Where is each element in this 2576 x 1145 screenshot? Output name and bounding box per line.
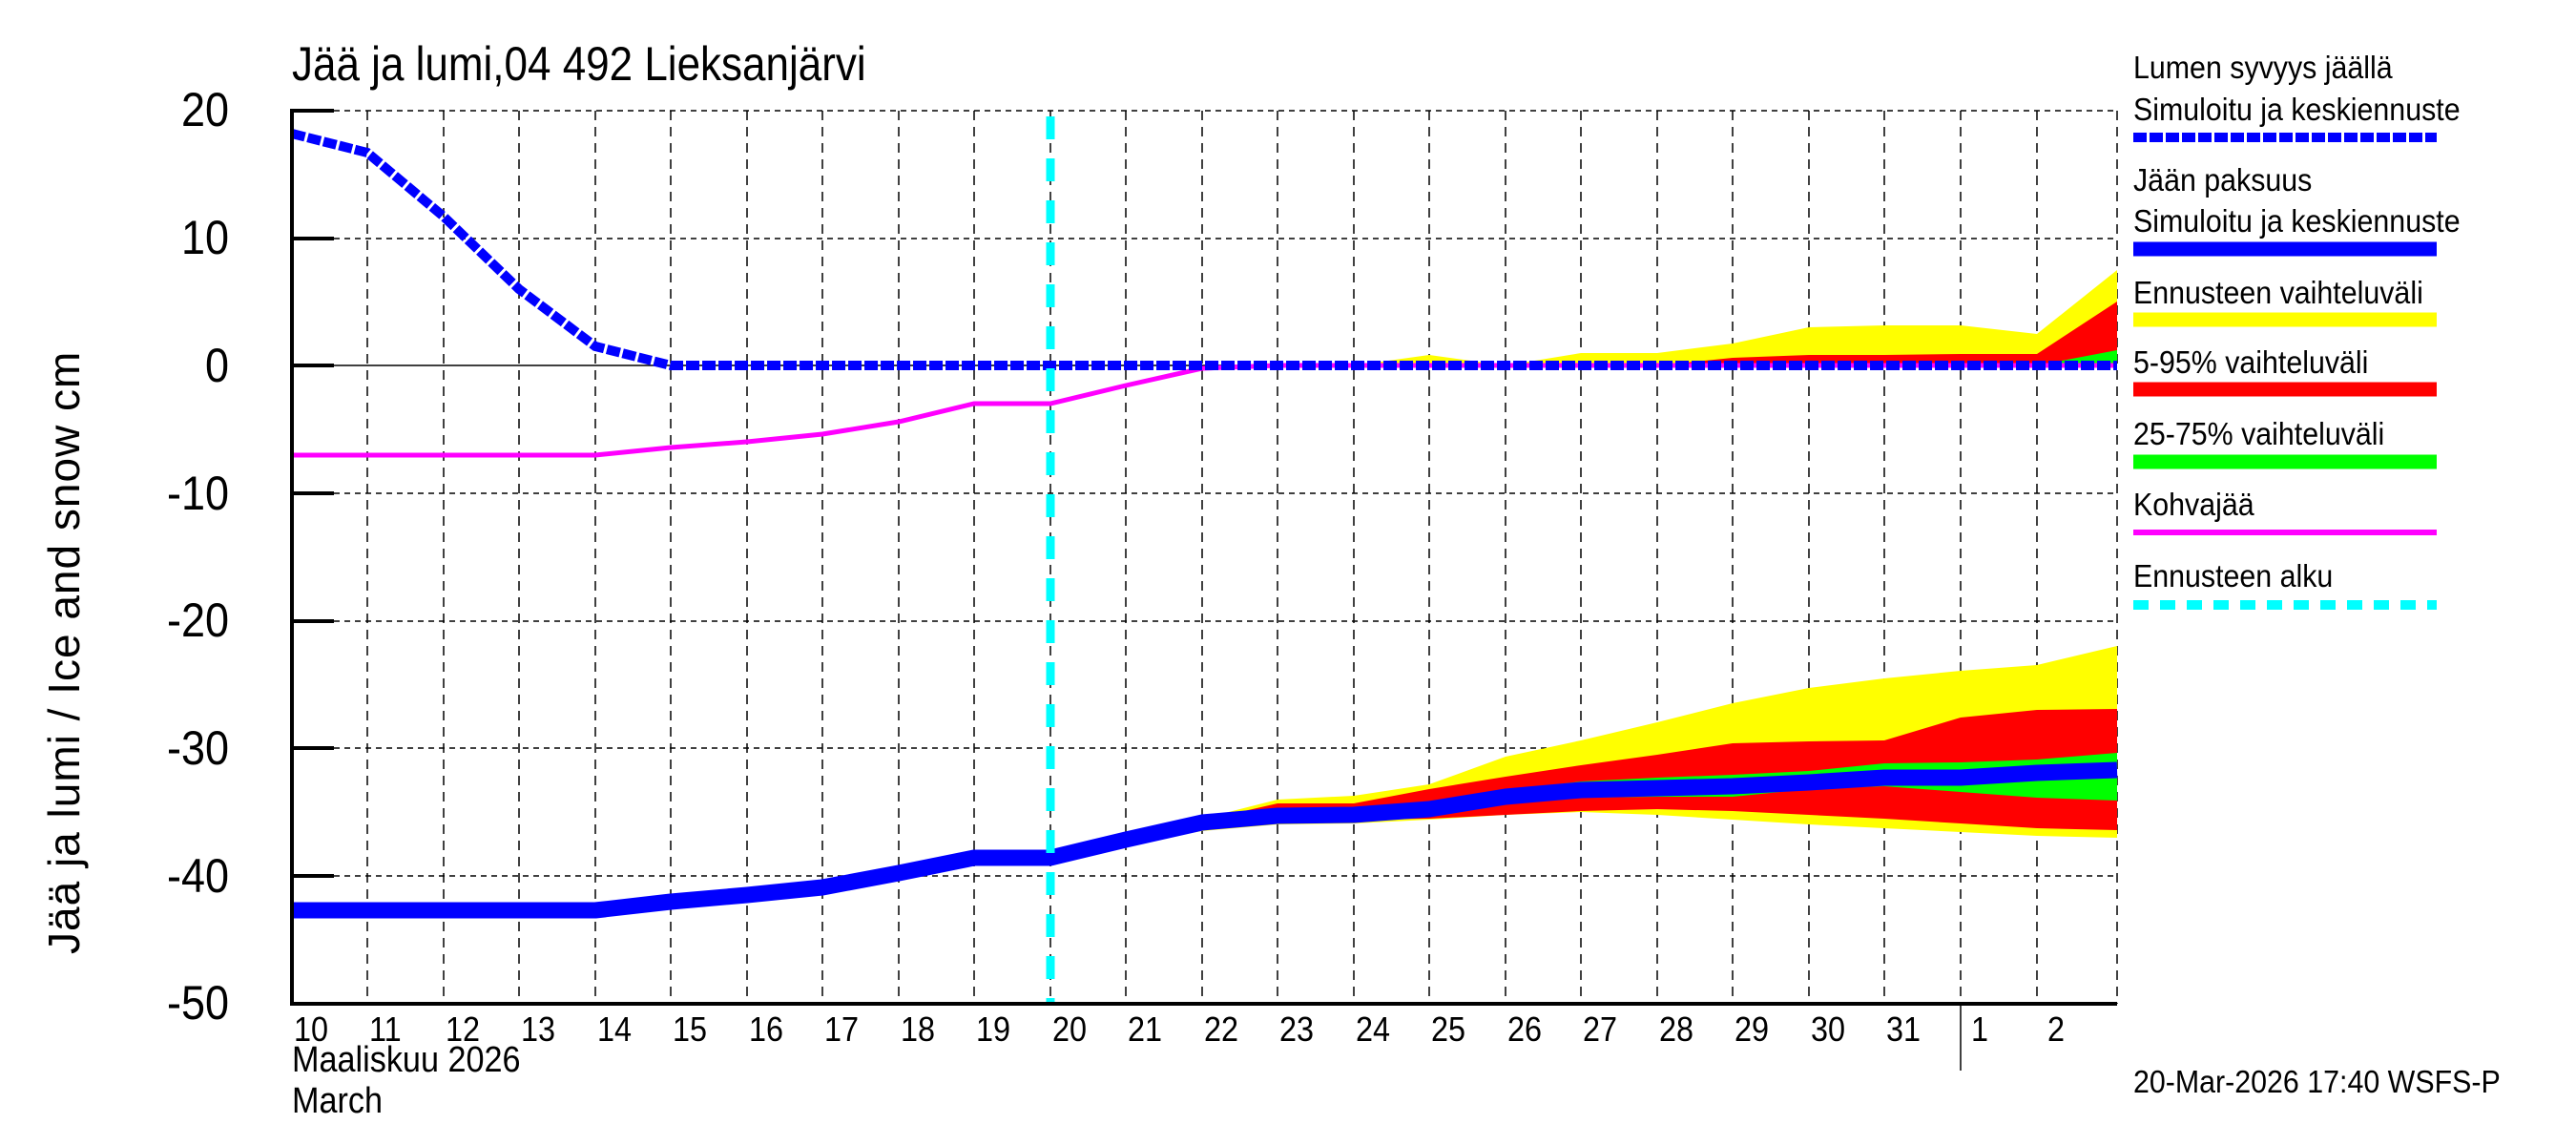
x-tick-label: 14	[597, 1010, 633, 1049]
x-tick-label: 18	[901, 1010, 936, 1049]
slush-ice-line	[292, 363, 2117, 458]
x-tick-label: 13	[521, 1010, 556, 1049]
x-tick-label: 28	[1659, 1010, 1694, 1049]
chart-title: Jää ja lumi,04 492 Lieksanjärvi	[292, 37, 866, 91]
timestamp-footer: 20-Mar-2026 17:40 WSFS-P	[2133, 1064, 2501, 1099]
legend-snow-depth-title: Lumen syvyys jäällä	[2133, 50, 2393, 85]
x-tick-label: 29	[1735, 1010, 1770, 1049]
legend-ice-thickness-sub: Simuloitu ja keskiennuste	[2133, 203, 2461, 239]
y-tick-m50: -50	[166, 976, 229, 1030]
x-tick-label: 26	[1507, 1010, 1543, 1049]
x-tick-label: 10	[294, 1010, 329, 1049]
legend-forecast-start: Ennusteen alku	[2133, 558, 2334, 593]
x-tick-label: 23	[1279, 1010, 1315, 1049]
legend-slush-ice: Kohvajää	[2133, 487, 2254, 522]
y-tick-m20: -20	[166, 593, 229, 647]
x-tick-label: 31	[1886, 1010, 1922, 1049]
y-tick-10: 10	[180, 211, 229, 264]
ice-thickness-line	[292, 761, 2118, 919]
x-tick-label: 11	[369, 1010, 402, 1049]
x-tick-label: 1	[1971, 1010, 1989, 1049]
y-tick-20: 20	[180, 83, 229, 136]
x-tick-label: 12	[446, 1010, 481, 1049]
month-label-fi: Maaliskuu 2026	[292, 1040, 521, 1080]
x-tick-label: 27	[1583, 1010, 1618, 1049]
x-tick-label: 24	[1356, 1010, 1391, 1049]
month-label-en: March	[292, 1081, 384, 1121]
y-tick-m30: -30	[166, 721, 229, 775]
snow-forecast-range-yellow	[1202, 270, 2117, 365]
x-tick-label: 30	[1811, 1010, 1846, 1049]
x-tick-label: 19	[976, 1010, 1011, 1049]
legend-forecast-range: Ennusteen vaihteluväli	[2133, 275, 2423, 310]
legend-snow-depth-sub: Simuloitu ja keskiennuste	[2133, 92, 2461, 127]
x-tick-label: 20	[1052, 1010, 1088, 1049]
x-tick-label: 15	[673, 1010, 708, 1049]
x-tick-label: 22	[1204, 1010, 1239, 1049]
x-tick-label: 17	[824, 1010, 860, 1049]
x-tick-label: 21	[1128, 1010, 1163, 1049]
y-tick-m40: -40	[166, 849, 229, 903]
y-tick-m10: -10	[166, 467, 229, 520]
y-tick-0: 0	[204, 339, 229, 392]
x-tick-label: 16	[749, 1010, 784, 1049]
legend-25-75-range: 25-75% vaihteluväli	[2133, 416, 2385, 451]
x-tick-label: 25	[1431, 1010, 1466, 1049]
x-tick-label: 2	[2047, 1010, 2066, 1049]
legend-5-95-range: 5-95% vaihteluväli	[2133, 344, 2369, 380]
snow-depth-line	[290, 129, 2117, 370]
y-ticks	[292, 109, 334, 878]
legend-ice-thickness-title: Jään paksuus	[2133, 162, 2313, 198]
grid-vertical	[366, 111, 2118, 1004]
